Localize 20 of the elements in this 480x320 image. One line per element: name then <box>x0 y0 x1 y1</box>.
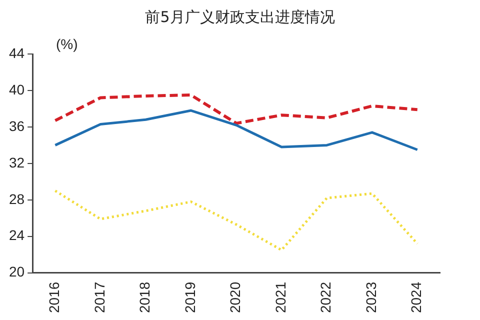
y-axis-title: (%) <box>56 36 78 52</box>
x-tick-label: 2024 <box>408 282 424 314</box>
x-tick-label: 2019 <box>182 282 198 314</box>
y-tick-label: 20 <box>8 264 25 280</box>
y-tick-label: 36 <box>8 118 25 134</box>
y-tick-label: 44 <box>8 44 25 61</box>
x-tick-label: 2023 <box>362 282 379 314</box>
y-tick-label: 24 <box>8 227 25 244</box>
x-tick-label: 2020 <box>227 282 244 314</box>
y-tick-label: 40 <box>8 81 25 98</box>
line-series <box>54 94 419 125</box>
y-tick-label: 28 <box>8 190 25 207</box>
x-tick-label: 2016 <box>46 282 62 314</box>
x-tick-label: 2021 <box>272 282 288 314</box>
line-series <box>54 190 419 252</box>
x-tick-label: 2017 <box>91 282 108 314</box>
x-tick-label: 2018 <box>136 282 153 314</box>
y-tick-label: 32 <box>8 154 25 170</box>
chart-title: 前5月广义财政支出进度情况 <box>144 8 336 27</box>
x-tick-label: 2022 <box>318 282 334 314</box>
